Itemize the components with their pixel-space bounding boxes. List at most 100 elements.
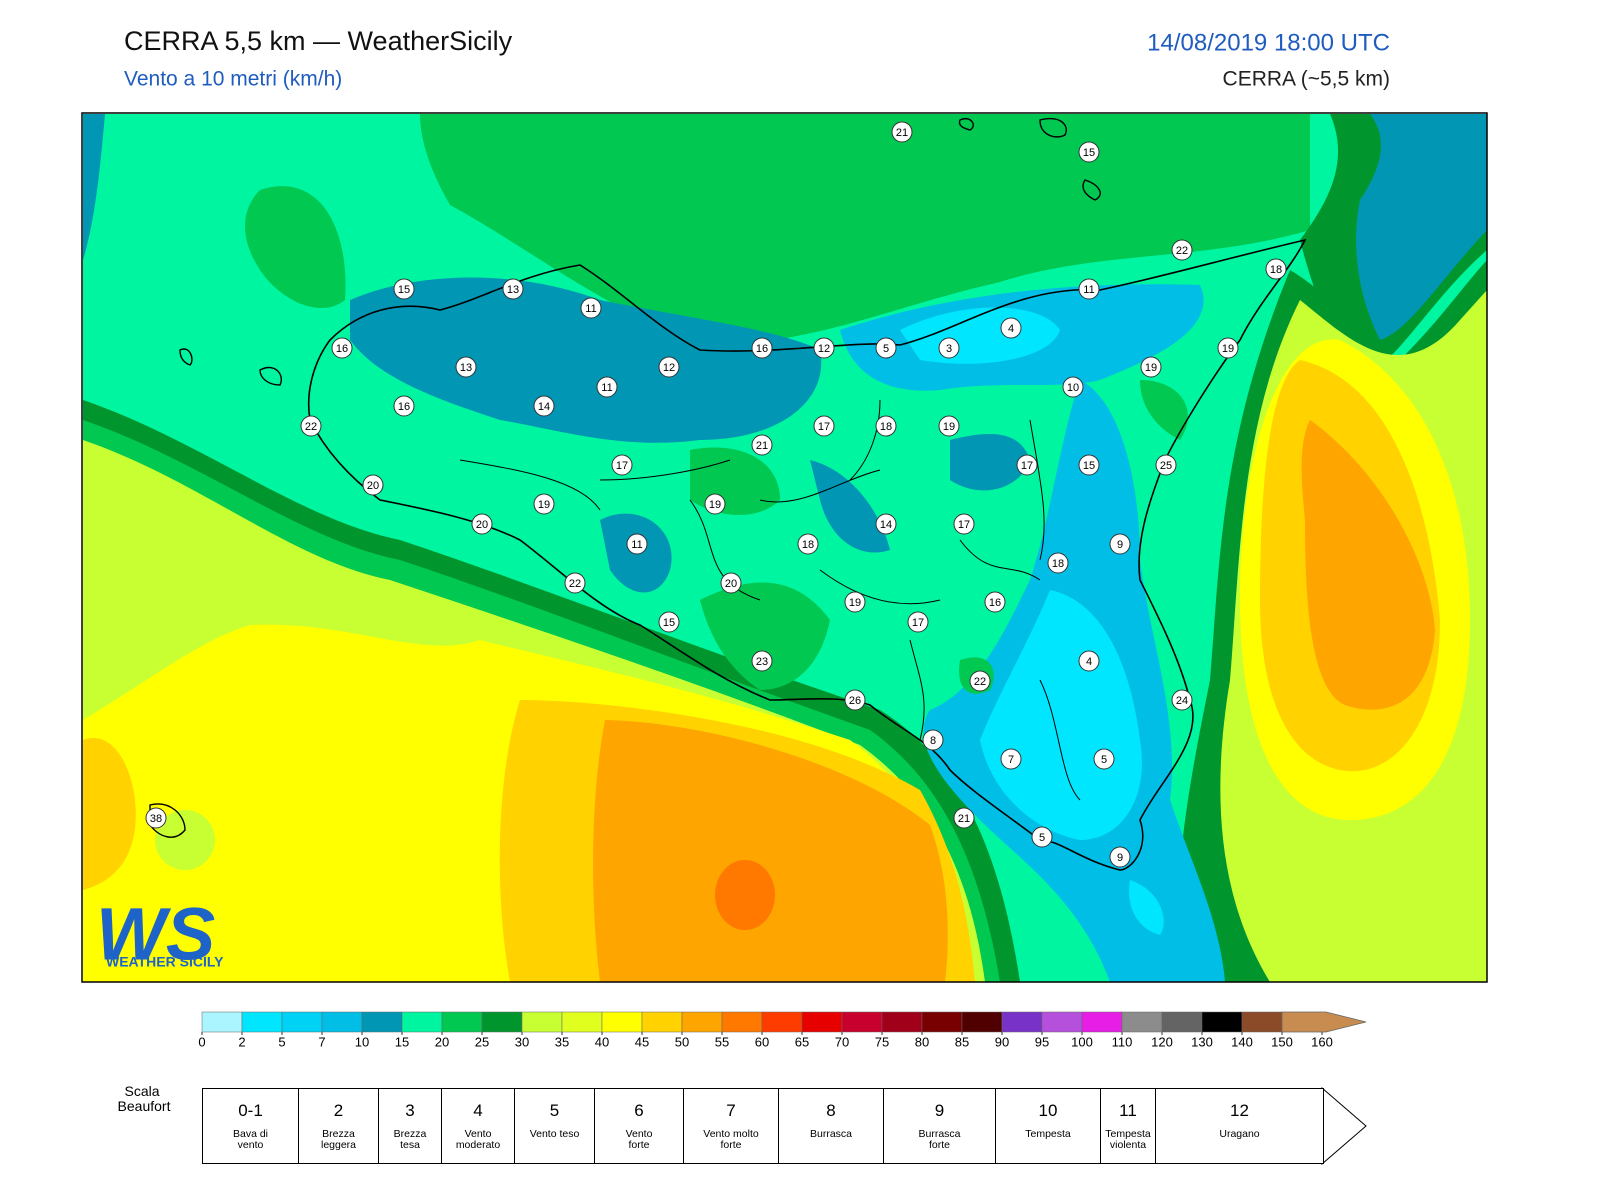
station: 21 — [751, 434, 773, 456]
colorbar-tick-label: 75 — [875, 1034, 889, 1049]
colorbar-segment — [561, 1011, 603, 1033]
station-marker — [1062, 376, 1084, 398]
station-marker — [580, 297, 602, 319]
colorbar-tick-label: 60 — [755, 1034, 769, 1049]
station: 10 — [1062, 376, 1084, 398]
station-marker — [953, 513, 975, 535]
colorbar-tick-label: 70 — [835, 1034, 849, 1049]
beaufort-label: Scala Beaufort — [118, 1083, 171, 1114]
station: 15 — [1078, 141, 1100, 163]
colorbar-tick-label: 95 — [1035, 1034, 1049, 1049]
colorbar-tick-label: 130 — [1191, 1034, 1213, 1049]
beaufort-force: 2 — [333, 1101, 344, 1120]
station-marker — [626, 533, 648, 555]
colorbar-segment — [361, 1011, 403, 1033]
station: 22 — [300, 415, 322, 437]
station: 15 — [393, 278, 415, 300]
station: 12 — [813, 337, 835, 359]
station-value: 18 — [1270, 264, 1282, 276]
station-value: 19 — [849, 597, 861, 609]
station: 22 — [969, 670, 991, 692]
beaufort-level: 3 Brezza tesa — [378, 1088, 442, 1164]
station-value: 22 — [305, 421, 317, 433]
station-marker — [393, 395, 415, 417]
station-value: 22 — [569, 578, 581, 590]
beaufort-name: Vento forte — [625, 1128, 653, 1151]
field — [980, 590, 1142, 840]
station: 19 — [938, 415, 960, 437]
field — [593, 720, 948, 982]
station: 15 — [1078, 454, 1100, 476]
beaufort-name: Vento molto forte — [703, 1128, 759, 1151]
station: 3 — [938, 337, 960, 359]
beaufort-force: 9 — [934, 1101, 945, 1120]
colorbar-segment — [841, 1011, 883, 1033]
colorbar-segment — [601, 1011, 643, 1033]
beaufort-level: 7 Vento molto forte — [683, 1088, 779, 1164]
beaufort-arrow — [1321, 1086, 1367, 1166]
station-value: 25 — [1160, 460, 1172, 472]
station-value: 20 — [476, 519, 488, 531]
station: 20 — [471, 513, 493, 535]
datetime: 14/08/2019 18:00 UTC — [1147, 29, 1390, 56]
station-value: 13 — [460, 362, 472, 374]
colorbar-segment — [1201, 1011, 1243, 1033]
station-marker — [875, 415, 897, 437]
colorbar-segment — [1041, 1011, 1083, 1033]
station: 26 — [844, 689, 866, 711]
beaufort-level: 2 Brezza leggera — [298, 1088, 379, 1164]
station-marker — [1109, 846, 1131, 868]
colorbar-tick-label: 40 — [595, 1034, 609, 1049]
logo-mark: WS — [96, 893, 215, 976]
station-marker — [1171, 689, 1193, 711]
colorbar-tick-label: 65 — [795, 1034, 809, 1049]
colorbar-segment — [201, 1011, 243, 1033]
station: 16 — [393, 395, 415, 417]
station-marker — [751, 650, 773, 672]
station-marker — [891, 121, 913, 143]
beaufort-level: 8 Burrasca — [778, 1088, 884, 1164]
station-value: 9 — [1117, 539, 1123, 551]
colorbar-tick-label: 160 — [1311, 1034, 1333, 1049]
subtitle: Vento a 10 metri (km/h) — [124, 68, 342, 91]
station-value: 15 — [663, 617, 675, 629]
station-value: 19 — [1222, 343, 1234, 355]
field — [715, 860, 775, 930]
station-value: 11 — [1083, 284, 1094, 296]
station-marker — [1016, 454, 1038, 476]
colorbar-tick-label: 100 — [1071, 1034, 1093, 1049]
station-marker — [1078, 141, 1100, 163]
colorbar-segment — [1121, 1011, 1163, 1033]
beaufort-name: Brezza tesa — [393, 1128, 427, 1151]
station: 16 — [331, 337, 353, 359]
colorbar-segment — [321, 1011, 363, 1033]
colorbar-segment — [761, 1011, 803, 1033]
station: 17 — [1016, 454, 1038, 476]
beaufort-force: 7 — [726, 1101, 736, 1120]
station: 17 — [907, 611, 929, 633]
beaufort-level: 10 Tempesta — [995, 1088, 1101, 1164]
colorbar-tick-label: 140 — [1231, 1034, 1253, 1049]
station-value: 9 — [1117, 852, 1123, 864]
station-marker — [938, 337, 960, 359]
station-value: 14 — [538, 401, 550, 413]
station-value: 3 — [946, 343, 952, 355]
station-marker — [1047, 552, 1069, 574]
station: 21 — [953, 807, 975, 829]
station: 9 — [1109, 533, 1131, 555]
station-marker — [751, 337, 773, 359]
station-marker — [720, 572, 742, 594]
station-marker — [907, 611, 929, 633]
islands — [149, 118, 1101, 838]
station: 25 — [1155, 454, 1177, 476]
station: 22 — [564, 572, 586, 594]
station-value: 13 — [507, 284, 519, 296]
station-value: 22 — [974, 676, 986, 688]
field — [1301, 420, 1435, 710]
field — [1140, 380, 1188, 440]
colorbar-segment — [881, 1011, 923, 1033]
colorbar-tick-label: 90 — [995, 1034, 1009, 1049]
station-value: 14 — [880, 519, 892, 531]
colorbar-tick-label: 25 — [475, 1034, 489, 1049]
station-marker — [1155, 454, 1177, 476]
